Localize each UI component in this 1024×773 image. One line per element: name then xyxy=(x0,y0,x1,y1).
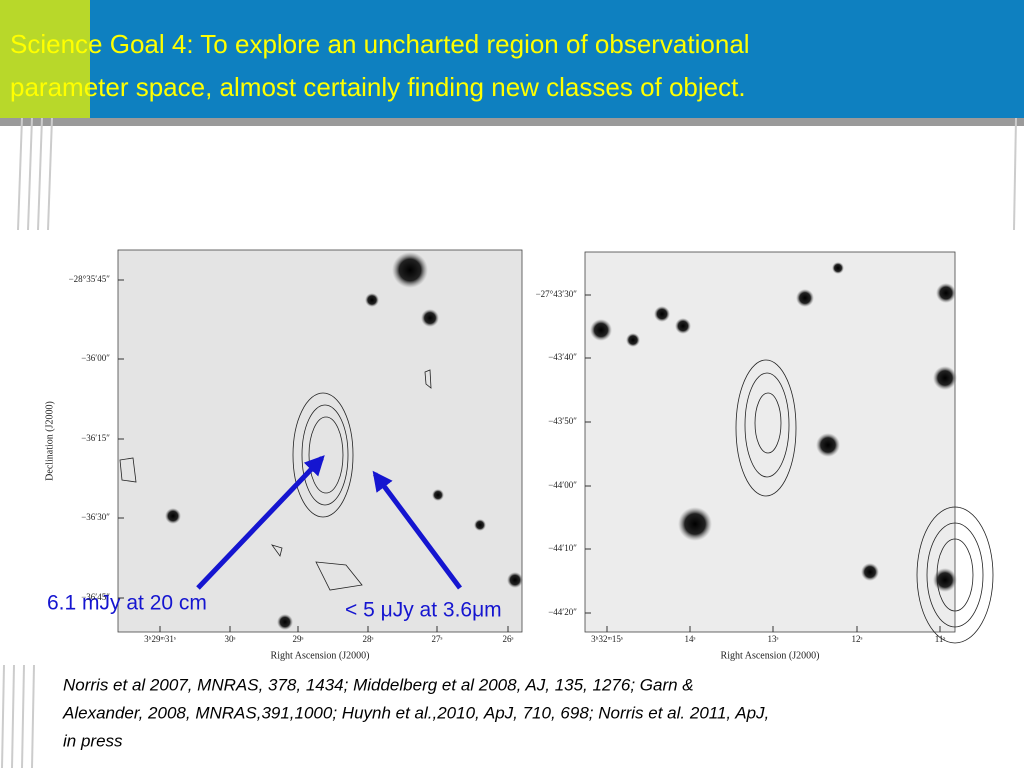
header-bar xyxy=(0,0,1024,118)
y-tick-label: −36′45″ xyxy=(81,592,110,602)
x-tick-label: 26ˢ xyxy=(503,634,514,644)
sources xyxy=(165,252,523,630)
citation-line: Alexander, 2008, MNRAS,391,1000; Huynh e… xyxy=(62,703,769,722)
x-tick-label: 28ˢ xyxy=(363,634,374,644)
x-tick-label: 3ʰ32ᵐ15ˢ xyxy=(591,634,623,644)
contours xyxy=(735,359,994,644)
contours xyxy=(119,369,432,591)
x-tick-label: 13ˢ xyxy=(768,634,779,644)
x-tick-label: 11ˢ xyxy=(935,634,946,644)
x-tick-label: 14ˢ xyxy=(685,634,696,644)
citation-line: Norris et al 2007, MNRAS, 378, 1434; Mid… xyxy=(63,675,694,694)
header-rule xyxy=(0,118,1024,126)
y-tick-label: −43′40″ xyxy=(548,352,577,362)
y-tick-label: −44′20″ xyxy=(548,607,577,617)
x-tick-label: 27ˢ xyxy=(432,634,443,644)
y-tick-label: −28°35′45″ xyxy=(69,274,111,284)
y-tick-label: −36′00″ xyxy=(81,353,110,363)
y-tick-label: −36′30″ xyxy=(81,512,110,522)
x-axis-label: Right Ascension (J2000) xyxy=(721,650,820,661)
citation-line: in press xyxy=(63,731,123,750)
x-tick-label: 30ˢ xyxy=(225,634,236,644)
x-tick-label: 29ˢ xyxy=(293,634,304,644)
decor-lines xyxy=(1,117,1017,769)
image xyxy=(584,251,956,633)
y-tick-label: −36′15″ xyxy=(81,433,110,443)
accent xyxy=(0,0,90,118)
title-line: Science Goal 4: To explore an uncharted … xyxy=(10,29,750,59)
annotation: 6.1 mJy at 20 cm xyxy=(47,592,207,615)
y-tick-label: −44′00″ xyxy=(548,480,577,490)
y-axis-label: Declination (J2000) xyxy=(44,401,55,481)
y-tick-label: −44′10″ xyxy=(548,543,577,553)
y-tick-label: −43′50″ xyxy=(548,416,577,426)
annotation: < 5 μJy at 3.6μm xyxy=(345,599,502,622)
x-axis-label: Right Ascension (J2000) xyxy=(271,650,370,661)
y-tick-label: −27°43′30″ xyxy=(536,289,578,299)
title-line: parameter space, almost certainly findin… xyxy=(10,72,746,102)
image xyxy=(117,249,523,633)
sources xyxy=(590,262,957,592)
x-tick-label: 12ˢ xyxy=(852,634,863,644)
arrows xyxy=(196,455,463,590)
x-tick-label: 3ʰ29ᵐ31ˢ xyxy=(144,634,176,644)
